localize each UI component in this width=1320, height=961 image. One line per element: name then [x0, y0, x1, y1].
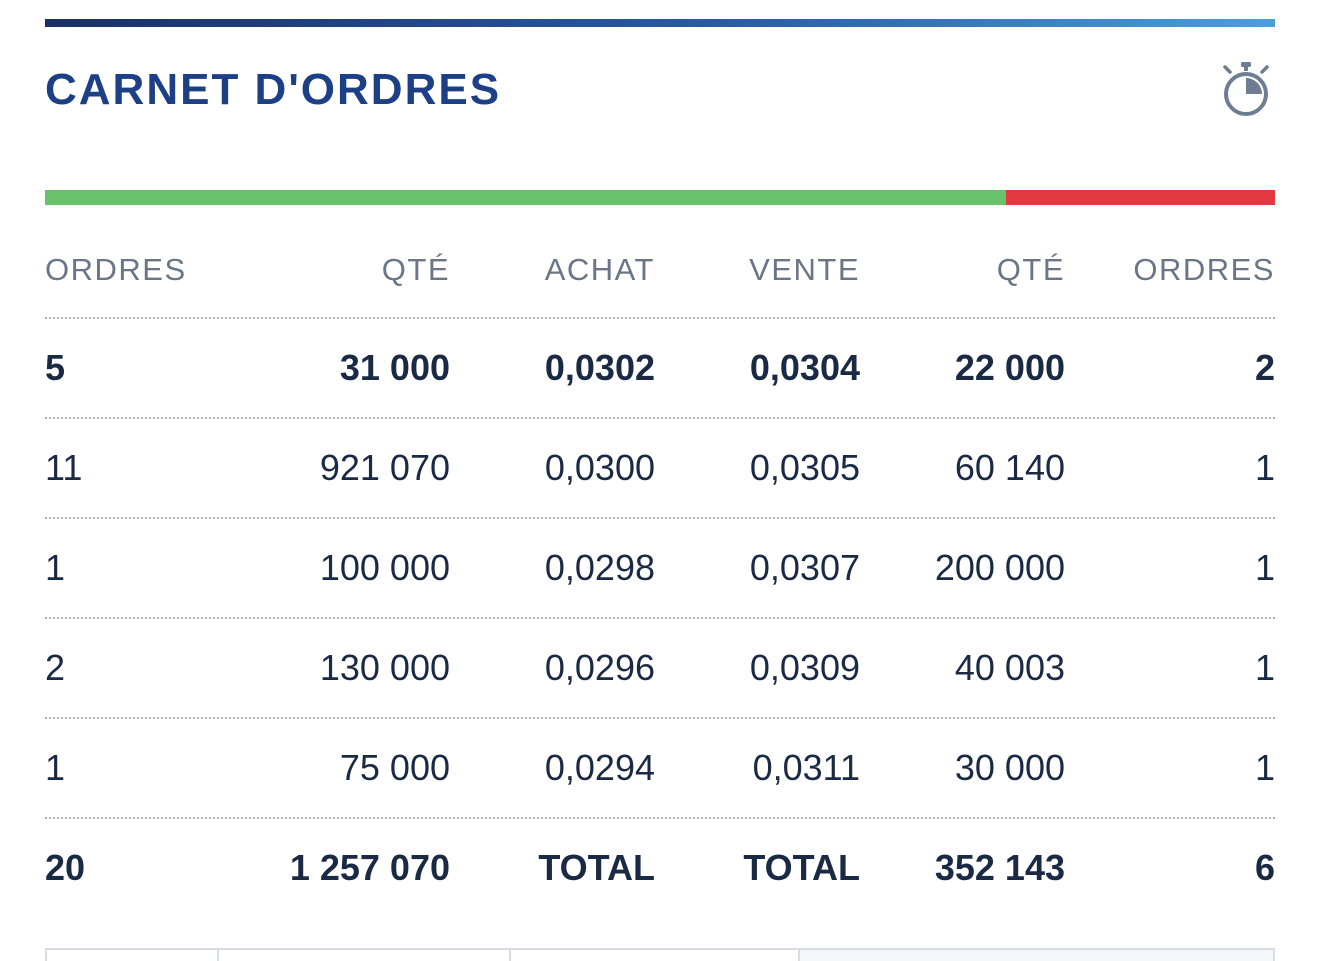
ask-orders-cell: 1: [1254, 547, 1275, 588]
bottom-tab-bar: [45, 948, 1275, 961]
column-header-ask-qty: QTÉ: [996, 251, 1065, 287]
ask-price-cell: 0,0309: [749, 647, 860, 688]
bid-orders-cell: 5: [45, 347, 66, 388]
tab-4[interactable]: [800, 950, 1273, 961]
bid-price-cell: 0,0296: [544, 647, 655, 688]
tab-3[interactable]: [511, 950, 800, 961]
bid-price-cell: 0,0294: [544, 747, 655, 788]
column-header-ask-price: VENTE: [749, 251, 860, 287]
total-bid-label: TOTAL: [538, 847, 655, 888]
header: CARNET D'ORDRES: [45, 60, 1275, 120]
ask-qty-cell: 22 000: [954, 347, 1065, 388]
ask-qty-cell: 30 000: [954, 747, 1065, 788]
ask-orders-cell: 1: [1254, 447, 1275, 488]
table-row: 5 31 000 0,0302 0,0304 22 000 2: [45, 319, 1275, 419]
ask-qty-cell: 60 140: [954, 447, 1065, 488]
bid-qty-cell: 31 000: [339, 347, 450, 388]
ask-orders-cell: 2: [1254, 347, 1275, 388]
ask-volume-bar: [1005, 190, 1275, 205]
bid-orders-cell: 2: [45, 647, 66, 688]
column-header-bid-orders: ORDRES: [45, 251, 187, 287]
column-header-ask-orders: ORDRES: [1133, 251, 1275, 287]
header-accent-bar: [45, 19, 1275, 27]
table-row: 1 75 000 0,0294 0,0311 30 000 1: [45, 719, 1275, 819]
bid-orders-cell: 11: [45, 447, 83, 488]
ask-qty-cell: 40 003: [954, 647, 1065, 688]
bid-orders-cell: 1: [45, 547, 66, 588]
order-book-table: ORDRES QTÉ ACHAT VENTE QTÉ ORDRES 5 31 0…: [45, 222, 1275, 917]
column-header-bid-price: ACHAT: [544, 251, 655, 287]
total-bid-qty: 1 257 070: [289, 847, 450, 888]
page-title: CARNET D'ORDRES: [45, 65, 502, 114]
total-ask-orders: 6: [1254, 847, 1275, 888]
tab-2[interactable]: [219, 950, 511, 961]
bid-qty-cell: 100 000: [319, 547, 450, 588]
bid-qty-cell: 130 000: [319, 647, 450, 688]
column-header-bid-qty: QTÉ: [381, 251, 450, 287]
ask-orders-cell: 1: [1254, 647, 1275, 688]
ask-price-cell: 0,0304: [749, 347, 860, 388]
total-row: 20 1 257 070 TOTAL TOTAL 352 143 6: [45, 819, 1275, 917]
table-header-row: ORDRES QTÉ ACHAT VENTE QTÉ ORDRES: [45, 222, 1275, 319]
total-bid-orders: 20: [45, 847, 86, 888]
ask-price-cell: 0,0305: [749, 447, 860, 488]
bid-qty-cell: 75 000: [339, 747, 450, 788]
table-row: 1 100 000 0,0298 0,0307 200 000 1: [45, 519, 1275, 619]
ask-price-cell: 0,0307: [749, 547, 860, 588]
ask-orders-cell: 1: [1254, 747, 1275, 788]
stopwatch-icon[interactable]: [1219, 60, 1273, 120]
total-ask-label: TOTAL: [743, 847, 860, 888]
bid-price-cell: 0,0298: [544, 547, 655, 588]
bid-ask-ratio-bar: [45, 190, 1275, 205]
bid-orders-cell: 1: [45, 747, 66, 788]
bid-price-cell: 0,0300: [544, 447, 655, 488]
bid-price-cell: 0,0302: [544, 347, 655, 388]
bid-qty-cell: 921 070: [319, 447, 450, 488]
bid-volume-bar: [45, 190, 1006, 205]
table-row: 2 130 000 0,0296 0,0309 40 003 1: [45, 619, 1275, 719]
table-row: 11 921 070 0,0300 0,0305 60 140 1: [45, 419, 1275, 519]
tab-1[interactable]: [47, 950, 219, 961]
ask-price-cell: 0,0311: [752, 747, 860, 788]
ask-qty-cell: 200 000: [934, 547, 1065, 588]
total-ask-qty: 352 143: [934, 847, 1065, 888]
